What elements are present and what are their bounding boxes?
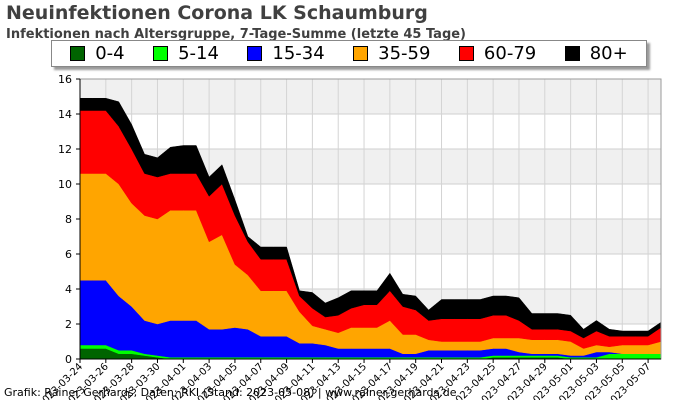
legend-item-15-34: 15-34 — [247, 43, 325, 64]
legend-item-35-59: 35-59 — [353, 43, 430, 64]
legend-swatch-15-34 — [247, 46, 263, 61]
legend-label-35-59: 35-59 — [378, 43, 431, 64]
legend-label-15-34: 15-34 — [272, 43, 325, 64]
y-tick-label-8: 8 — [65, 213, 72, 226]
y-tick-label-10: 10 — [58, 178, 72, 191]
chart-subtitle: Infektionen nach Altersgruppe, 7-Tage-Su… — [6, 27, 467, 42]
legend-swatch-0-4 — [70, 46, 86, 61]
legend-swatch-35-59 — [353, 46, 369, 61]
legend-swatch-60-79 — [458, 46, 474, 61]
y-tick-label-12: 12 — [58, 143, 72, 156]
legend-swatch-5-14 — [153, 46, 169, 61]
y-tick-label-4: 4 — [65, 283, 72, 296]
legend-swatch-80+ — [564, 46, 580, 61]
y-tick-label-2: 2 — [65, 318, 72, 331]
legend-label-60-79: 60-79 — [483, 43, 537, 64]
y-tick-label-16: 16 — [58, 73, 72, 86]
chart-legend: 0-4 5-14 15-34 35-59 60-79 80+ — [51, 40, 647, 67]
legend-label-80+: 80+ — [589, 43, 628, 64]
legend-label-0-4: 0-4 — [95, 43, 125, 64]
y-tick-label-14: 14 — [58, 108, 72, 121]
legend-item-0-4: 0-4 — [70, 43, 125, 64]
grid-band-14-16 — [80, 79, 661, 114]
chart-footer: Grafik: Rainer Gerhards, Daten: RKI (Sta… — [4, 386, 457, 399]
chart-title: Neuinfektionen Corona LK Schaumburg — [6, 2, 428, 24]
y-tick-label-6: 6 — [65, 248, 72, 261]
y-tick-label-0: 0 — [65, 353, 72, 366]
legend-item-80+: 80+ — [564, 43, 628, 64]
legend-item-60-79: 60-79 — [458, 43, 537, 64]
legend-label-5-14: 5-14 — [178, 43, 219, 64]
grid-band-12-14 — [80, 114, 661, 149]
legend-item-5-14: 5-14 — [153, 43, 219, 64]
